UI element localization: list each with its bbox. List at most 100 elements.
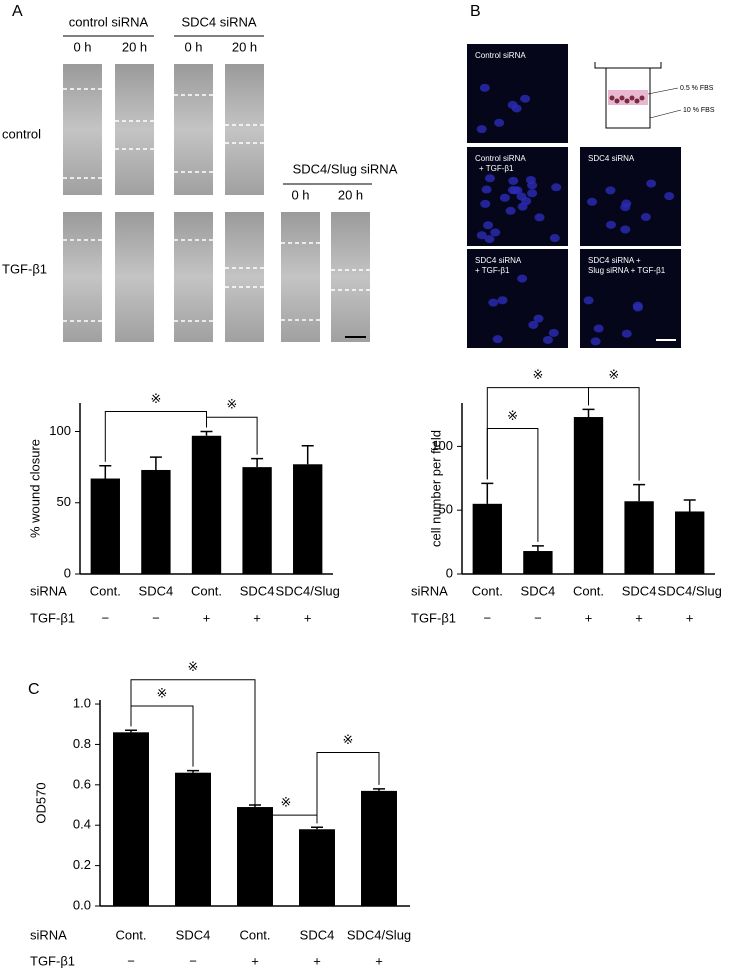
- error-bar: [683, 499, 696, 512]
- nucleus: [480, 199, 491, 208]
- significance-bracket: [316, 752, 380, 824]
- nucleus: [483, 221, 494, 230]
- panel-label: A: [12, 3, 23, 20]
- x-tick-label: Cont.: [239, 927, 270, 942]
- treatment-label: −: [152, 610, 160, 625]
- error-bar: [481, 482, 494, 504]
- x-tick-label: SDC4/Slug: [276, 583, 340, 598]
- micrograph: [63, 64, 102, 195]
- micrograph: [225, 64, 264, 195]
- bar: [472, 503, 502, 574]
- time-label: 20 h: [122, 39, 147, 54]
- image-caption: + TGF-β1: [475, 266, 510, 275]
- significance-mark: ※: [507, 408, 518, 423]
- group-header: control siRNA: [69, 14, 149, 29]
- bar: [191, 435, 222, 574]
- y-tick-label: 0: [64, 565, 71, 580]
- panel-label: C: [28, 681, 40, 698]
- error-bar: [311, 826, 323, 830]
- bar: [624, 501, 654, 574]
- error-bar: [582, 408, 595, 418]
- bar: [523, 551, 553, 574]
- significance-mark: ※: [188, 659, 199, 674]
- x-tick-label: Cont.: [191, 583, 222, 598]
- error-bar: [251, 457, 264, 468]
- insert-label: 0.5 % FBS: [680, 85, 714, 92]
- micrograph: [281, 212, 320, 342]
- x-tick-label: SDC4: [300, 927, 335, 942]
- micrograph: [174, 212, 213, 342]
- x-tick-label: SDC4/Slug: [658, 583, 722, 598]
- bar: [573, 417, 604, 574]
- nucleus: [533, 314, 544, 323]
- nucleus: [583, 296, 594, 305]
- y-tick-label: 0: [446, 565, 453, 580]
- error-bar: [99, 464, 112, 479]
- significance-mark: ※: [150, 391, 161, 406]
- x-tick-label: Cont.: [573, 583, 604, 598]
- nucleus: [527, 181, 538, 190]
- y-tick-label: 0.4: [73, 817, 91, 832]
- significance-bracket: [588, 387, 640, 481]
- nucleus: [492, 335, 503, 344]
- cell: [629, 95, 635, 101]
- fluorescence-image: [580, 147, 681, 246]
- group-header: SDC4 siRNA: [181, 14, 256, 29]
- error-bar: [373, 788, 385, 791]
- nucleus: [548, 328, 559, 337]
- significance-bracket: [104, 411, 207, 462]
- nucleus: [494, 118, 505, 127]
- nucleus: [605, 186, 616, 195]
- y-tick-label: 50: [439, 502, 453, 517]
- y-tick-label: 0.2: [73, 857, 91, 872]
- y-tick-label: 100: [49, 423, 71, 438]
- significance-mark: ※: [157, 685, 168, 700]
- significance-bracket: [206, 416, 258, 455]
- nucleus: [490, 228, 501, 237]
- nucleus: [527, 189, 538, 198]
- cell: [639, 95, 645, 101]
- cell: [619, 95, 625, 101]
- nucleus: [593, 324, 604, 333]
- treatment-label: +: [635, 610, 643, 625]
- nucleus: [497, 296, 508, 305]
- image-caption: SDC4 siRNA +: [588, 256, 641, 265]
- micrograph: [225, 212, 264, 342]
- y-axis-label: OD570: [33, 782, 48, 823]
- nucleus: [528, 320, 539, 329]
- nucleus: [510, 186, 521, 195]
- row-label: control: [2, 126, 41, 141]
- micrograph: [331, 212, 370, 342]
- cell: [634, 98, 640, 104]
- significance-bracket: [130, 679, 256, 802]
- y-tick-label: 100: [431, 438, 453, 453]
- significance-bracket: [486, 428, 539, 542]
- error-bar: [187, 769, 199, 773]
- treatment-label: +: [304, 610, 312, 625]
- nucleus: [476, 231, 487, 240]
- treatment-label: +: [585, 610, 593, 625]
- cell: [614, 98, 620, 104]
- row-label: siRNA: [411, 583, 448, 598]
- treatment-label: +: [251, 953, 259, 968]
- nucleus: [484, 174, 495, 183]
- bar: [675, 511, 705, 574]
- micrograph: [115, 212, 154, 342]
- significance-mark: ※: [608, 367, 619, 382]
- nucleus: [488, 298, 499, 307]
- image-caption: SDC4 siRNA: [588, 154, 635, 163]
- treatment-label: +: [375, 953, 383, 968]
- y-tick-label: 50: [57, 494, 71, 509]
- micrograph: [115, 64, 154, 195]
- x-tick-label: SDC4: [176, 927, 211, 942]
- x-tick-label: SDC4/Slug: [347, 927, 411, 942]
- row-label: TGF-β1: [411, 610, 456, 625]
- nucleus: [520, 94, 531, 103]
- significance-mark: ※: [343, 732, 354, 747]
- nucleus: [521, 197, 532, 206]
- error-bar: [301, 445, 314, 465]
- nucleus: [621, 329, 632, 338]
- significance-bracket: [130, 705, 194, 767]
- cell: [624, 98, 630, 104]
